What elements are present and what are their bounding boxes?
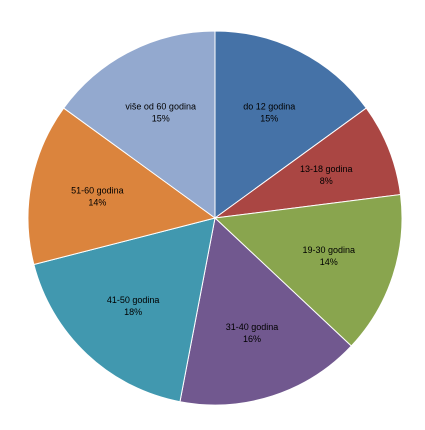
pie-slice-5	[33, 217, 216, 403]
pie-slice-3	[213, 194, 403, 347]
slice-percent-6: 14%	[88, 198, 106, 208]
slice-label-4: 31-40 godina	[226, 322, 279, 332]
slice-percent-5: 18%	[124, 307, 142, 317]
slice-percent-3: 14%	[320, 257, 338, 267]
pie-slice-2	[214, 107, 402, 219]
slice-label-7: više od 60 godina	[125, 101, 196, 111]
slice-percent-7: 15%	[152, 113, 170, 123]
slice-label-2: 13-18 godina	[300, 164, 353, 174]
pie-slice-6	[27, 107, 217, 266]
pie-slice-1	[214, 30, 367, 219]
pie-slice-7	[63, 30, 216, 219]
pie-labels: do 12 godina 15% 13-18 godina 8% 19-30 godin…	[71, 101, 355, 343]
slice-percent-2: 8%	[320, 176, 333, 186]
slice-label-3: 19-30 godina	[303, 245, 356, 255]
pie-slices	[27, 30, 403, 406]
slice-label-1: do 12 godina	[243, 101, 295, 111]
slice-percent-4: 16%	[243, 334, 261, 344]
slice-label-6: 51-60 godina	[71, 186, 124, 196]
slice-label-5: 41-50 godina	[107, 295, 160, 305]
slice-percent-1: 15%	[260, 113, 278, 123]
pie-slice-4	[179, 217, 353, 406]
